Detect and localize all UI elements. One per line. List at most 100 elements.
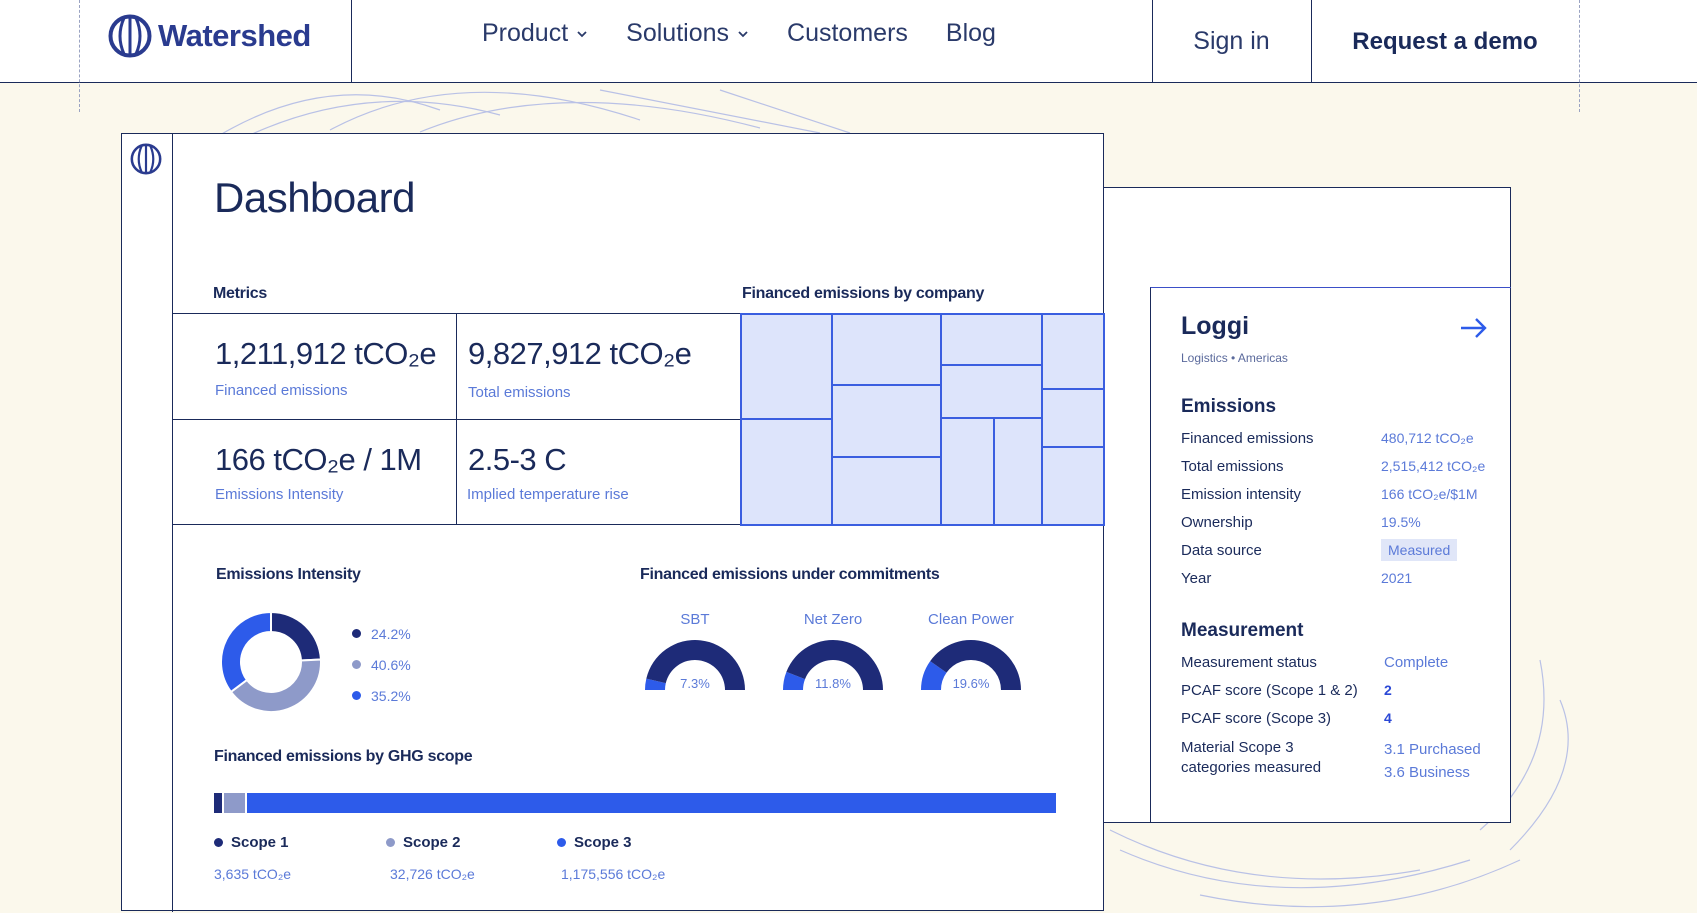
detail-value: 2	[1384, 682, 1392, 698]
intensity-donut-chart	[220, 610, 322, 713]
gauge-title: Clean Power	[928, 611, 1014, 628]
ghg-label: Financed emissions by GHG scope	[214, 748, 473, 765]
metric-value: 1,211,912 tCO₂e	[215, 336, 437, 371]
metric-caption: Total emissions	[468, 384, 571, 401]
detail-row: Measurement status Complete	[1181, 648, 1511, 676]
company-sector: Logistics • Americas	[1181, 351, 1288, 365]
measurement-heading: Measurement	[1181, 620, 1304, 641]
brand-logo[interactable]: Watershed	[108, 14, 311, 58]
treemap-tile[interactable]	[940, 417, 995, 526]
divider	[1311, 0, 1312, 83]
gauge-value: 11.8%	[815, 676, 851, 691]
ghg-legend-item: Scope 2 32,726 tCO₂e	[386, 834, 475, 882]
ghg-legend-item: Scope 1 3,635 tCO₂e	[214, 834, 291, 882]
detail-value: 3.1 Purchased 3.6 Business	[1384, 738, 1481, 784]
nav-blog[interactable]: Blog	[946, 19, 996, 48]
legend-item: 40.6%	[352, 649, 411, 680]
arrow-right-icon[interactable]	[1459, 316, 1489, 340]
gauge-title: Net Zero	[803, 611, 863, 628]
dashboard-card: Dashboard Metrics Financed emissions by …	[121, 133, 1105, 912]
treemap-label: Financed emissions by company	[742, 285, 985, 302]
legend-name: Scope 3	[574, 834, 632, 851]
material-value-line: 3.1 Purchased	[1384, 741, 1481, 758]
detail-row: Data source Measured	[1181, 536, 1511, 564]
divider	[1152, 0, 1153, 83]
detail-key: PCAF score (Scope 3)	[1181, 709, 1332, 727]
detail-value: Complete	[1384, 653, 1449, 671]
detail-value: 480,712 tCO₂e	[1381, 430, 1474, 446]
legend-name: Scope 1	[231, 834, 289, 851]
company-detail-panel: Loggi Logistics • Americas Emissions Fin…	[1150, 287, 1511, 823]
gauge-track	[930, 640, 1021, 690]
emissions-heading: Emissions	[1181, 396, 1277, 417]
detail-value: 2,515,412 tCO₂e	[1381, 458, 1486, 474]
gauge-sbt: SBT 7.3%	[635, 611, 755, 699]
gauge-chart: 19.6%	[921, 640, 1021, 691]
metric-card: 1,211,912 tCO₂e Financed emissions	[173, 314, 457, 420]
nav-solutions[interactable]: Solutions	[626, 19, 749, 48]
detail-row: Ownership 19.5%	[1181, 508, 1511, 536]
material-label-line: categories measured	[1181, 759, 1322, 776]
legend-dot	[352, 691, 361, 700]
globe-icon	[108, 14, 152, 58]
detail-value: 4	[1384, 710, 1392, 726]
gauge-track	[646, 640, 745, 690]
treemap-tile[interactable]	[831, 313, 942, 386]
treemap-tile[interactable]	[831, 384, 942, 458]
treemap-tile[interactable]	[1041, 388, 1105, 448]
gauge-net-zero: Net Zero 11.8%	[773, 611, 893, 699]
detail-value: 19.5%	[1381, 514, 1421, 530]
nav-product[interactable]: Product	[482, 19, 588, 48]
metric-caption: Financed emissions	[215, 382, 348, 399]
detail-key: PCAF score (Scope 1 & 2)	[1181, 681, 1358, 699]
commitments-label: Financed emissions under commitments	[640, 566, 940, 583]
legend-item: 35.2%	[352, 680, 411, 711]
ghg-bar-segment	[247, 793, 1056, 813]
legend-value: 3,635 tCO₂e	[214, 866, 292, 882]
dashboard-rail	[122, 134, 173, 912]
metric-value: 166 tCO₂e / 1M	[215, 442, 422, 477]
treemap-tile[interactable]	[1041, 446, 1105, 526]
treemap-tile[interactable]	[993, 417, 1043, 526]
gauge-fill	[783, 671, 806, 690]
legend-value: 1,175,556 tCO₂e	[561, 866, 666, 882]
top-nav: Watershed Product Solutions Customers Bl…	[0, 0, 1697, 112]
treemap-tile[interactable]	[1041, 313, 1105, 390]
legend-name: Scope 2	[403, 834, 461, 851]
detail-value: 2021	[1381, 570, 1413, 586]
legend-dot	[214, 838, 223, 847]
ghg-bar-segment	[224, 793, 247, 813]
sign-in-link[interactable]: Sign in	[1193, 27, 1270, 55]
nav-customers[interactable]: Customers	[787, 19, 908, 48]
treemap-tile[interactable]	[740, 418, 833, 526]
material-label-line: Material Scope 3	[1181, 739, 1294, 756]
legend-value: 40.6%	[371, 656, 411, 673]
gauge-fill	[645, 678, 666, 690]
divider	[351, 0, 352, 83]
globe-icon[interactable]	[130, 143, 162, 175]
treemap-tile[interactable]	[940, 364, 1043, 419]
detail-key: Ownership	[1181, 513, 1253, 531]
detail-value: 166 tCO₂e/$1M	[1381, 486, 1478, 502]
intensity-label: Emissions Intensity	[216, 566, 361, 583]
chevron-down-icon	[738, 30, 748, 37]
page-title: Dashboard	[214, 174, 415, 221]
donut-slice	[229, 658, 322, 713]
gauge-chart: 7.3%	[645, 640, 745, 691]
detail-key: Year	[1181, 569, 1212, 587]
treemap-tile[interactable]	[740, 313, 833, 420]
legend-dot	[352, 629, 361, 638]
treemap-tile[interactable]	[940, 313, 1043, 366]
ghg-legend-item: Scope 3 1,175,556 tCO₂e	[557, 834, 665, 882]
detail-row: Material Scope 3 categories measured 3.1…	[1181, 738, 1511, 784]
guide-line	[1579, 0, 1580, 112]
company-treemap	[740, 313, 1105, 526]
detail-key: Financed emissions	[1181, 429, 1314, 447]
detail-row: Year 2021	[1181, 564, 1511, 592]
treemap-tile[interactable]	[831, 456, 942, 526]
legend-value: 32,726 tCO₂e	[390, 866, 475, 882]
nav-blog-label: Blog	[945, 19, 996, 47]
metrics-label: Metrics	[213, 285, 267, 302]
request-demo-button[interactable]: Request a demo	[1352, 27, 1538, 55]
legend-dot	[352, 660, 361, 669]
